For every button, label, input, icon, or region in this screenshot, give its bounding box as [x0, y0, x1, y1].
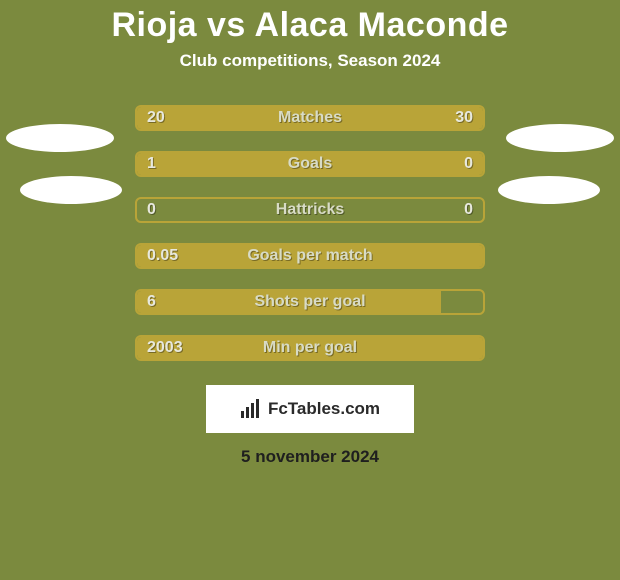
stat-value-left: 6 — [137, 293, 156, 311]
page-title: Rioja vs Alaca Maconde — [0, 0, 620, 45]
stat-label: Goals — [288, 155, 332, 173]
stat-value-right: 0 — [464, 201, 483, 219]
stat-value-left: 0 — [137, 201, 156, 219]
brand-text: FcTables.com — [268, 399, 380, 419]
stat-row: 0.05 Goals per match — [135, 243, 485, 269]
stats-container: 20 Matches 30 1 Goals 0 0 Hattricks 0 0.05 Goals p… — [135, 105, 485, 361]
stat-row: 2003 Min per goal — [135, 335, 485, 361]
stat-value-right: 0 — [464, 155, 483, 173]
team-avatar-right — [506, 124, 614, 152]
stat-row: 0 Hattricks 0 — [135, 197, 485, 223]
stat-row: 6 Shots per goal — [135, 289, 485, 315]
footer-date: 5 november 2024 — [0, 447, 620, 467]
stat-label: Matches — [278, 109, 342, 127]
stat-label: Goals per match — [247, 247, 372, 265]
team-avatar-left — [20, 176, 122, 204]
stat-row: 20 Matches 30 — [135, 105, 485, 131]
brand-bars-icon — [240, 399, 262, 419]
stat-value-left: 1 — [137, 155, 156, 173]
stat-fill-left — [137, 153, 400, 175]
stat-value-left: 0.05 — [137, 247, 178, 265]
comparison-infographic: Rioja vs Alaca Maconde Club competitions… — [0, 0, 620, 580]
stat-label: Min per goal — [263, 339, 357, 357]
team-avatar-right — [498, 176, 600, 204]
stat-label: Hattricks — [276, 201, 344, 219]
stat-value-left: 2003 — [137, 339, 183, 357]
brand-badge: FcTables.com — [206, 385, 414, 433]
team-avatar-left — [6, 124, 114, 152]
stat-value-right: 30 — [455, 109, 483, 127]
stat-label: Shots per goal — [254, 293, 365, 311]
stat-row: 1 Goals 0 — [135, 151, 485, 177]
page-subtitle: Club competitions, Season 2024 — [0, 51, 620, 71]
stat-value-left: 20 — [137, 109, 165, 127]
